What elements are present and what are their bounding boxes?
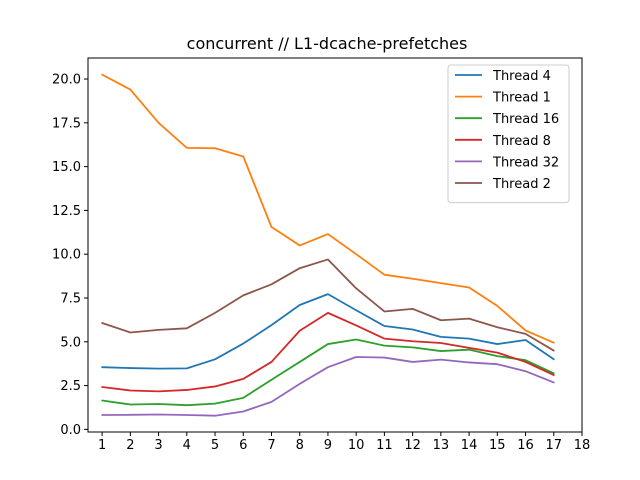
- x-tick-label: 10: [348, 438, 365, 453]
- x-tick-label: 15: [489, 438, 506, 453]
- plot-area-frame: [87, 57, 583, 433]
- x-tick-label: 13: [433, 438, 450, 453]
- y-tick-label: 7.5: [60, 291, 81, 306]
- x-tick-label: 1: [98, 438, 106, 453]
- legend-label-thread-32: Thread 32: [492, 155, 559, 170]
- legend-label-thread-16: Thread 16: [492, 112, 559, 127]
- plot-lines: [101, 73, 555, 417]
- x-axis: 1 2 3 4 5 6 7 8 9 10 11 12 13 14 15 16 17 18: [98, 432, 590, 453]
- x-tick-label: 14: [461, 438, 478, 453]
- series-line-thread-16: [101, 338, 555, 407]
- legend-box: [447, 64, 570, 204]
- legend-label-thread-1: Thread 1: [492, 91, 551, 106]
- y-tick-label: 20.0: [52, 73, 81, 88]
- series-line-thread-1: [101, 73, 555, 344]
- x-tick-label: 11: [376, 438, 393, 453]
- x-tick-label: 16: [517, 438, 534, 453]
- y-tick-label: 2.5: [60, 379, 81, 394]
- x-tick-label: 17: [545, 438, 562, 453]
- legend-label-thread-8: Thread 8: [492, 134, 551, 149]
- x-tick-label: 18: [574, 438, 591, 453]
- x-tick-label: 12: [404, 438, 421, 453]
- x-tick-label: 2: [126, 438, 134, 453]
- series-line-thread-4: [101, 293, 555, 370]
- x-tick-label: 9: [324, 438, 332, 453]
- y-tick-label: 15.0: [52, 160, 81, 175]
- series-line-thread-2: [101, 258, 555, 352]
- y-axis: 0.0 2.5 5.0 7.5 10.0 12.5 15.0 17.5 20.0: [52, 73, 88, 438]
- series-line-thread-8: [101, 311, 555, 393]
- x-tick-label: 7: [267, 438, 275, 453]
- x-tick-label: 6: [239, 438, 247, 453]
- legend: Thread 4 Thread 1 Thread 16 Thread 8 Thread …: [447, 64, 570, 204]
- x-tick-label: 4: [183, 438, 191, 453]
- x-tick-label: 8: [296, 438, 304, 453]
- x-tick-label: 5: [211, 438, 219, 453]
- x-tick-label: 3: [154, 438, 162, 453]
- legend-label-thread-2: Thread 2: [492, 177, 551, 192]
- chart-title: concurrent // L1-dcache-prefetches: [187, 34, 468, 53]
- legend-label-thread-4: Thread 4: [492, 69, 551, 84]
- y-tick-label: 12.5: [52, 204, 81, 219]
- series-line-thread-32: [101, 356, 555, 417]
- y-tick-label: 10.0: [52, 248, 81, 263]
- y-tick-label: 17.5: [52, 116, 81, 131]
- y-tick-label: 5.0: [60, 335, 81, 350]
- y-tick-label: 0.0: [60, 423, 81, 438]
